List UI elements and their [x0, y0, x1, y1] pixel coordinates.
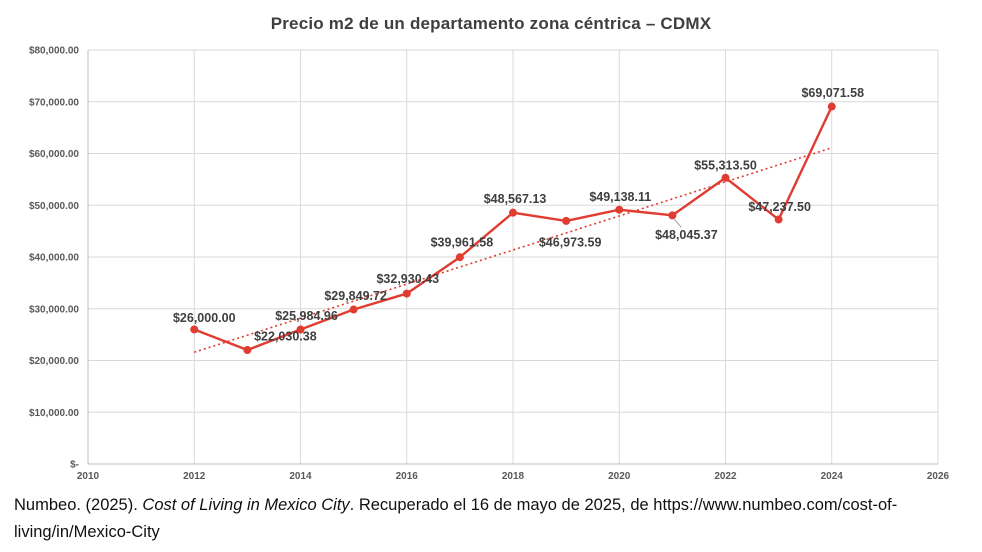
x-tick-label: 2024 [821, 471, 844, 482]
data-point-label: $29,849.72 [324, 289, 387, 303]
y-tick-label: $60,000.00 [29, 149, 79, 160]
data-point-marker [402, 289, 411, 298]
data-point-label: $47,237.50 [748, 200, 811, 214]
trendline [194, 147, 832, 353]
data-point-marker [668, 211, 677, 220]
data-point-marker [509, 208, 517, 217]
data-point-marker [296, 325, 305, 334]
citation-suffix: . Recuperado el 16 de mayo de 2025, de h… [14, 496, 898, 541]
x-tick-label: 2026 [927, 471, 950, 482]
data-point-label: $46,973.59 [539, 235, 602, 249]
data-point-label: $22,030.38 [254, 329, 317, 343]
x-tick-label: 2010 [77, 471, 100, 482]
chart-title: Precio m2 de un departamento zona céntri… [270, 14, 712, 33]
data-point-marker [190, 325, 199, 334]
citation-source-title: Cost of Living in Mexico City [142, 496, 350, 514]
x-tick-label: 2018 [502, 471, 525, 482]
data-point-marker [455, 253, 464, 262]
data-point-label: $48,567.13 [484, 192, 547, 206]
data-point-marker [349, 305, 358, 314]
line-chart: $- $10,000.00 $20,000.00 $30,000.00 $40,000.… [29, 46, 950, 483]
data-point-label: $39,961.58 [431, 236, 494, 250]
data-point-label: $25,984.96 [275, 309, 338, 323]
data-point-marker [827, 102, 836, 111]
data-point-label: $32,930.43 [376, 272, 439, 286]
y-tick-label: $10,000.00 [29, 408, 79, 419]
chart-container: $- $10,000.00 $20,000.00 $30,000.00 $40,000.… [28, 14, 950, 483]
y-tick-label: $30,000.00 [29, 304, 79, 315]
data-point-marker [615, 205, 624, 214]
data-point-label: $69,071.58 [801, 86, 864, 100]
y-tick-label: $50,000.00 [29, 201, 79, 212]
y-tick-label: $80,000.00 [29, 46, 79, 57]
citation-prefix: Numbeo. (2025). [14, 496, 143, 514]
x-tick-label: 2014 [289, 471, 312, 482]
y-tick-label: $20,000.00 [29, 356, 79, 367]
data-point-marker [721, 173, 730, 182]
y-tick-label: $70,000.00 [29, 97, 79, 108]
x-tick-label: 2016 [396, 471, 419, 482]
y-tick-label: $- [70, 460, 79, 471]
label-leader-line [673, 219, 682, 228]
y-tick-label: $40,000.00 [29, 253, 79, 264]
x-tick-label: 2020 [608, 471, 631, 482]
x-tick-label: 2012 [183, 471, 206, 482]
x-tick-label: 2022 [714, 471, 737, 482]
data-point-marker [243, 345, 252, 354]
citation: Numbeo. (2025). Cost of Living in Mexico… [14, 492, 966, 545]
data-point-label: $26,000.00 [173, 311, 236, 325]
data-point-marker [562, 216, 571, 225]
data-point-label: $55,313.50 [694, 158, 757, 172]
data-point-label: $48,045.37 [655, 228, 718, 242]
data-point-marker [774, 215, 783, 224]
data-point-label: $49,138.11 [589, 190, 651, 204]
